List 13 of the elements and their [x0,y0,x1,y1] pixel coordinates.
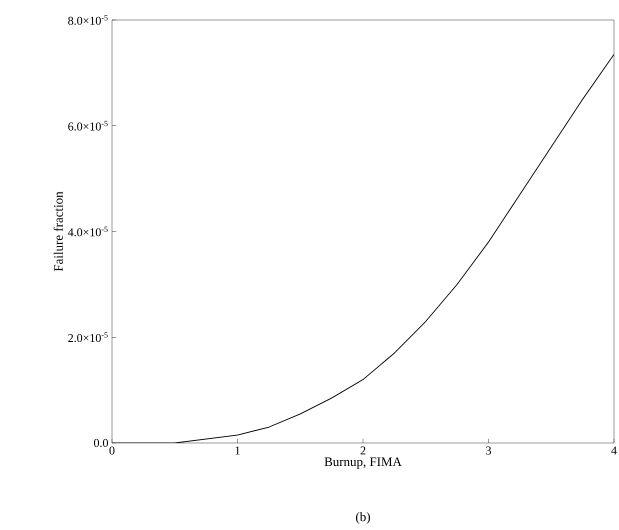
x-tick-label: 4 [611,446,617,454]
x-axis-title: Burnup, FIMA [324,457,402,469]
y-tick-label: 6.0×10$^{-5}$ [68,120,108,131]
x-tick-label: 1 [236,446,240,454]
text: (b) [356,512,370,524]
x-tick-label: 0 [109,446,115,455]
y-tick-label: 8.0×10$^{-5}$ [68,15,108,25]
y-tick-label: 0.0 [94,438,108,448]
x-tick-label: 2 [360,446,366,454]
y-tick-label: 4.0×10$^{-5}$ [68,226,108,236]
x-tick-label: 3 [486,446,492,455]
y-tick-label: 2.0×10$^{-5}$ [68,332,108,342]
y-axis-title: Failure fraction [54,192,63,272]
